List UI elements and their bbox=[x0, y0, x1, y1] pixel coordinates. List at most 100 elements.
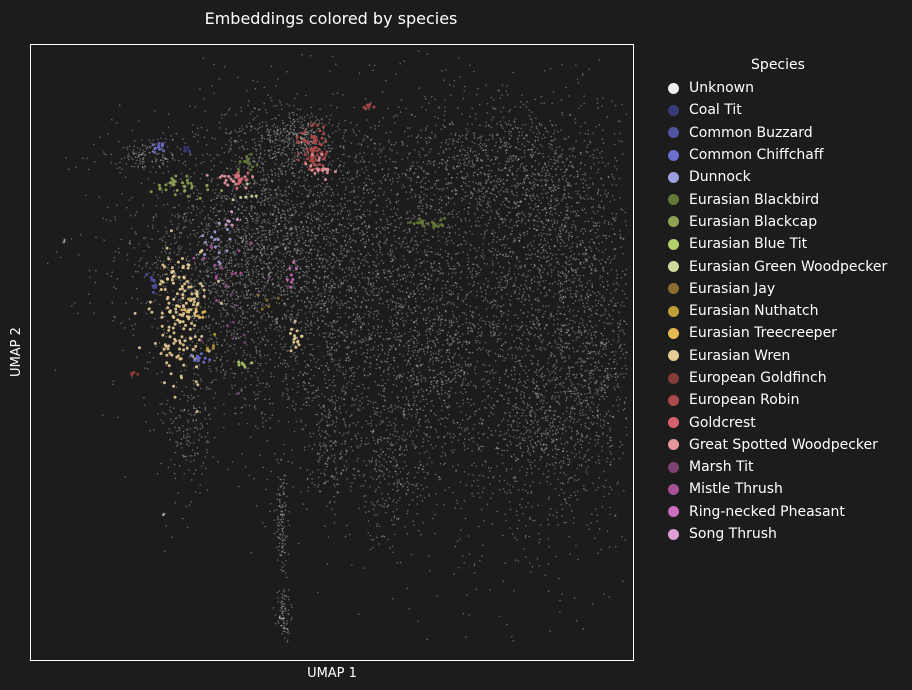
data-point bbox=[350, 297, 353, 299]
data-point bbox=[210, 181, 213, 183]
data-point bbox=[337, 396, 340, 399]
data-point bbox=[409, 435, 411, 437]
data-point bbox=[462, 612, 465, 615]
data-point bbox=[270, 324, 272, 327]
data-point bbox=[283, 313, 286, 316]
data-point bbox=[317, 178, 320, 180]
data-point bbox=[434, 513, 436, 516]
data-point bbox=[392, 270, 395, 273]
data-point bbox=[539, 538, 541, 541]
data-point bbox=[583, 95, 585, 97]
data-point bbox=[270, 214, 272, 216]
data-point bbox=[487, 350, 490, 353]
data-point bbox=[238, 263, 240, 265]
data-point bbox=[270, 168, 273, 171]
data-point bbox=[354, 318, 357, 321]
data-point bbox=[540, 265, 543, 268]
data-point bbox=[280, 132, 283, 134]
data-point bbox=[579, 322, 581, 325]
data-point bbox=[272, 212, 275, 215]
data-point bbox=[404, 130, 406, 133]
data-point bbox=[261, 411, 264, 413]
data-point bbox=[294, 263, 296, 265]
data-point bbox=[300, 116, 303, 118]
data-point bbox=[337, 193, 339, 196]
data-point bbox=[361, 341, 363, 344]
data-point bbox=[266, 263, 268, 265]
data-point bbox=[518, 442, 521, 445]
data-point bbox=[167, 182, 169, 184]
data-point bbox=[458, 371, 460, 374]
data-point bbox=[593, 292, 596, 295]
data-point bbox=[238, 423, 240, 425]
data-point bbox=[308, 445, 311, 447]
data-point bbox=[259, 301, 262, 304]
data-point bbox=[349, 241, 352, 243]
data-point bbox=[436, 252, 439, 254]
data-point bbox=[527, 345, 530, 347]
data-point bbox=[327, 227, 329, 229]
data-point bbox=[164, 244, 167, 247]
data-point bbox=[304, 329, 307, 332]
data-point bbox=[392, 259, 394, 262]
data-point bbox=[274, 452, 276, 455]
data-point bbox=[457, 325, 460, 328]
data-point bbox=[323, 238, 325, 240]
data-point bbox=[395, 338, 397, 341]
data-point bbox=[393, 336, 396, 339]
data-point bbox=[397, 269, 399, 271]
data-point bbox=[243, 229, 246, 231]
data-point bbox=[504, 253, 507, 255]
data-point bbox=[250, 293, 252, 295]
data-point bbox=[265, 419, 268, 422]
data-point bbox=[395, 141, 397, 144]
data-point bbox=[281, 209, 284, 211]
data-point bbox=[367, 387, 370, 389]
data-point bbox=[331, 238, 334, 240]
data-point bbox=[313, 301, 315, 304]
data-point bbox=[269, 229, 271, 232]
data-point bbox=[282, 262, 285, 265]
data-point bbox=[266, 197, 268, 200]
data-point bbox=[352, 261, 355, 264]
data-point bbox=[170, 135, 172, 137]
data-point bbox=[575, 619, 578, 622]
data-point bbox=[303, 228, 305, 231]
data-point bbox=[359, 253, 362, 255]
data-point bbox=[236, 332, 239, 335]
data-point bbox=[463, 178, 465, 180]
data-point bbox=[179, 248, 182, 250]
data-point bbox=[260, 304, 263, 306]
data-point bbox=[435, 180, 438, 182]
data-point bbox=[621, 209, 624, 211]
data-point bbox=[257, 327, 259, 329]
data-point bbox=[301, 118, 304, 120]
data-point bbox=[335, 228, 338, 231]
data-point bbox=[436, 381, 438, 383]
data-point bbox=[282, 348, 284, 351]
data-point bbox=[370, 286, 373, 288]
data-point bbox=[468, 283, 471, 285]
data-point bbox=[248, 158, 251, 161]
data-point bbox=[459, 335, 461, 338]
data-point bbox=[407, 135, 410, 138]
data-point bbox=[458, 566, 460, 569]
data-point bbox=[559, 349, 562, 351]
data-point bbox=[499, 276, 502, 278]
data-point bbox=[309, 222, 312, 225]
data-point bbox=[321, 430, 324, 432]
data-point bbox=[297, 239, 300, 241]
data-point bbox=[345, 347, 348, 349]
data-point bbox=[271, 252, 274, 255]
data-point bbox=[162, 422, 164, 424]
data-point bbox=[302, 226, 305, 228]
data-point bbox=[256, 219, 259, 221]
data-point bbox=[352, 222, 355, 225]
data-point bbox=[236, 234, 238, 237]
data-point bbox=[461, 343, 464, 346]
data-point bbox=[231, 227, 233, 229]
data-point bbox=[485, 152, 487, 154]
data-point bbox=[264, 239, 267, 241]
data-point bbox=[307, 391, 309, 393]
data-point bbox=[300, 258, 302, 261]
